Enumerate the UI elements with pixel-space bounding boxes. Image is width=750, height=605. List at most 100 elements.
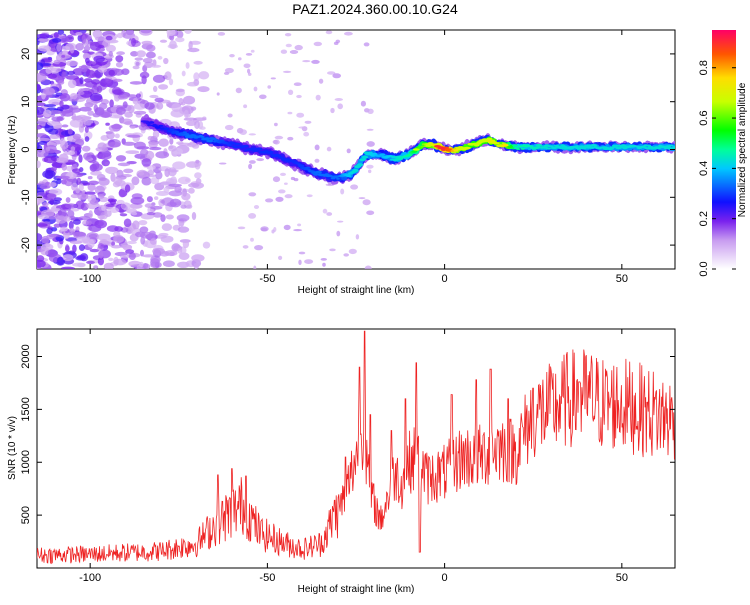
noise-blob [43, 104, 57, 108]
noise-blob [126, 94, 138, 98]
ridge-segment [242, 144, 249, 148]
noise-blob [38, 38, 45, 42]
noise-blob [37, 259, 46, 268]
noise-blob [149, 230, 156, 236]
noise-blob [89, 93, 103, 102]
noise-blob [132, 65, 140, 70]
noise-blob [65, 244, 70, 253]
noise-blob [285, 43, 292, 48]
noise-blob [63, 177, 74, 187]
noise-blob [43, 156, 57, 164]
noise-blob [198, 71, 210, 80]
ridge-segment [229, 142, 236, 145]
noise-blob [113, 177, 123, 186]
noise-blob [47, 226, 53, 230]
noise-blob [120, 118, 133, 125]
noise-blob [96, 85, 103, 93]
x-tick-label: 50 [616, 572, 628, 584]
noise-blob [81, 190, 87, 198]
ridge-peak [501, 144, 509, 147]
noise-blob [37, 106, 45, 115]
noise-blob [186, 81, 199, 87]
noise-blob [126, 240, 137, 245]
ridge-segment [240, 146, 245, 149]
noise-blob [117, 94, 129, 100]
noise-blob [248, 133, 256, 136]
noise-blob [99, 102, 108, 110]
noise-blob [150, 205, 163, 210]
noise-blob [97, 44, 105, 48]
noise-blob [78, 183, 84, 192]
noise-blob [164, 71, 172, 81]
noise-blob [79, 77, 84, 85]
noise-blob [152, 59, 157, 67]
ridge-segment [165, 127, 170, 130]
noise-blob [67, 128, 73, 135]
noise-blob [298, 251, 306, 255]
ridge-segment [227, 143, 232, 147]
noise-blob [367, 108, 374, 115]
noise-blob [194, 172, 202, 179]
ridge-segment [335, 177, 340, 180]
noise-blob [158, 84, 169, 90]
noise-blob [93, 104, 99, 113]
noise-blob [138, 220, 148, 226]
ridge-peak [458, 147, 466, 150]
noise-blob [259, 94, 267, 100]
noise-blob [106, 131, 115, 140]
noise-blob [38, 45, 52, 52]
noise-blob [116, 199, 125, 205]
noise-blob [88, 180, 99, 185]
ridge-segment [646, 144, 652, 147]
noise-blob [152, 130, 160, 139]
noise-blob [146, 212, 156, 216]
ridge-segment [534, 146, 541, 149]
noise-blob [163, 57, 169, 65]
noise-blob [322, 262, 326, 267]
noise-blob [52, 38, 62, 43]
noise-blob [155, 151, 170, 159]
noise-blob [117, 162, 131, 167]
noise-blob [224, 67, 234, 74]
noise-blob [235, 87, 242, 94]
noise-blob [37, 102, 46, 107]
noise-blob [366, 141, 375, 147]
noise-blob [98, 152, 112, 160]
x-tick-label: -100 [79, 572, 101, 584]
noise-blob [88, 224, 102, 233]
spectrogram-y-label: Frequency (Hz) [7, 116, 18, 185]
noise-blob [98, 177, 107, 182]
noise-blob [86, 260, 95, 265]
noise-blob [163, 186, 170, 193]
ridge-segment [379, 153, 386, 156]
noise-blob [139, 261, 144, 268]
noise-blob [149, 146, 162, 151]
noise-blob [90, 163, 103, 172]
noise-blob [120, 244, 133, 249]
noise-blob [65, 75, 79, 80]
noise-blob [115, 61, 124, 68]
noise-blob [132, 97, 139, 105]
ridge-segment [486, 137, 493, 141]
ridge-segment [148, 121, 155, 124]
noise-blob [350, 184, 359, 190]
ridge-segment [620, 144, 627, 147]
noise-blob [69, 44, 75, 54]
noise-blob [72, 244, 77, 253]
noise-blob [360, 100, 366, 107]
noise-blob [116, 51, 125, 56]
ridge-segment [154, 126, 161, 129]
noise-blob [70, 146, 76, 152]
noise-blob [199, 126, 206, 130]
noise-blob [253, 86, 258, 92]
x-tick-label: 50 [616, 273, 628, 285]
noise-blob [161, 223, 173, 232]
noise-blob [48, 99, 62, 106]
noise-blob [69, 118, 84, 128]
colorbar-gradient [712, 30, 736, 269]
noise-blob [82, 145, 91, 152]
noise-blob [91, 61, 97, 65]
noise-blob [183, 109, 189, 119]
noise-blob [238, 57, 242, 61]
